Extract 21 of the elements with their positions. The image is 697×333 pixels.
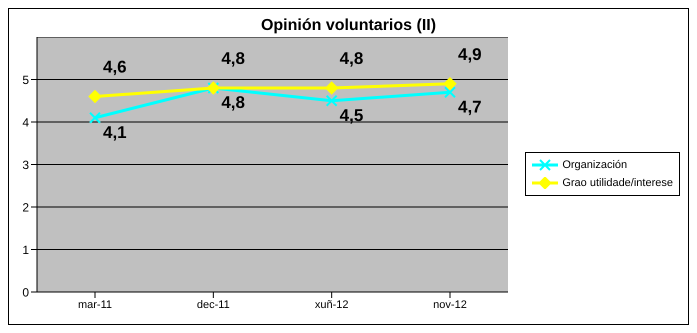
y-tick-label: 0 [22,285,30,300]
data-label: 4,7 [458,97,482,116]
y-tick-label: 5 [22,72,30,87]
data-label: 4,9 [458,44,482,64]
y-tick-label: 2 [22,200,30,214]
legend-label: Organización [562,158,628,173]
x-tick-label: dec-11 [196,298,230,311]
x-tick-label: xuñ-12 [314,298,348,311]
chart-title: Opinión voluntarios (II) [260,17,438,36]
data-label: 4,8 [340,49,364,68]
y-tick-label: 4 [22,115,30,130]
data-label: 4,8 [221,93,245,112]
y-tick-label: 1 [22,242,30,257]
data-label: 4,6 [103,58,127,76]
x-tick-label: mar-11 [78,298,112,311]
data-label: 4,5 [340,106,364,125]
data-label: 4,1 [103,122,127,142]
y-tick-label: 3 [22,158,30,172]
data-label: 4,8 [221,49,245,68]
legend-label: Grao utilidade/interese [562,176,673,191]
x-tick-label: nov-12 [433,298,467,311]
